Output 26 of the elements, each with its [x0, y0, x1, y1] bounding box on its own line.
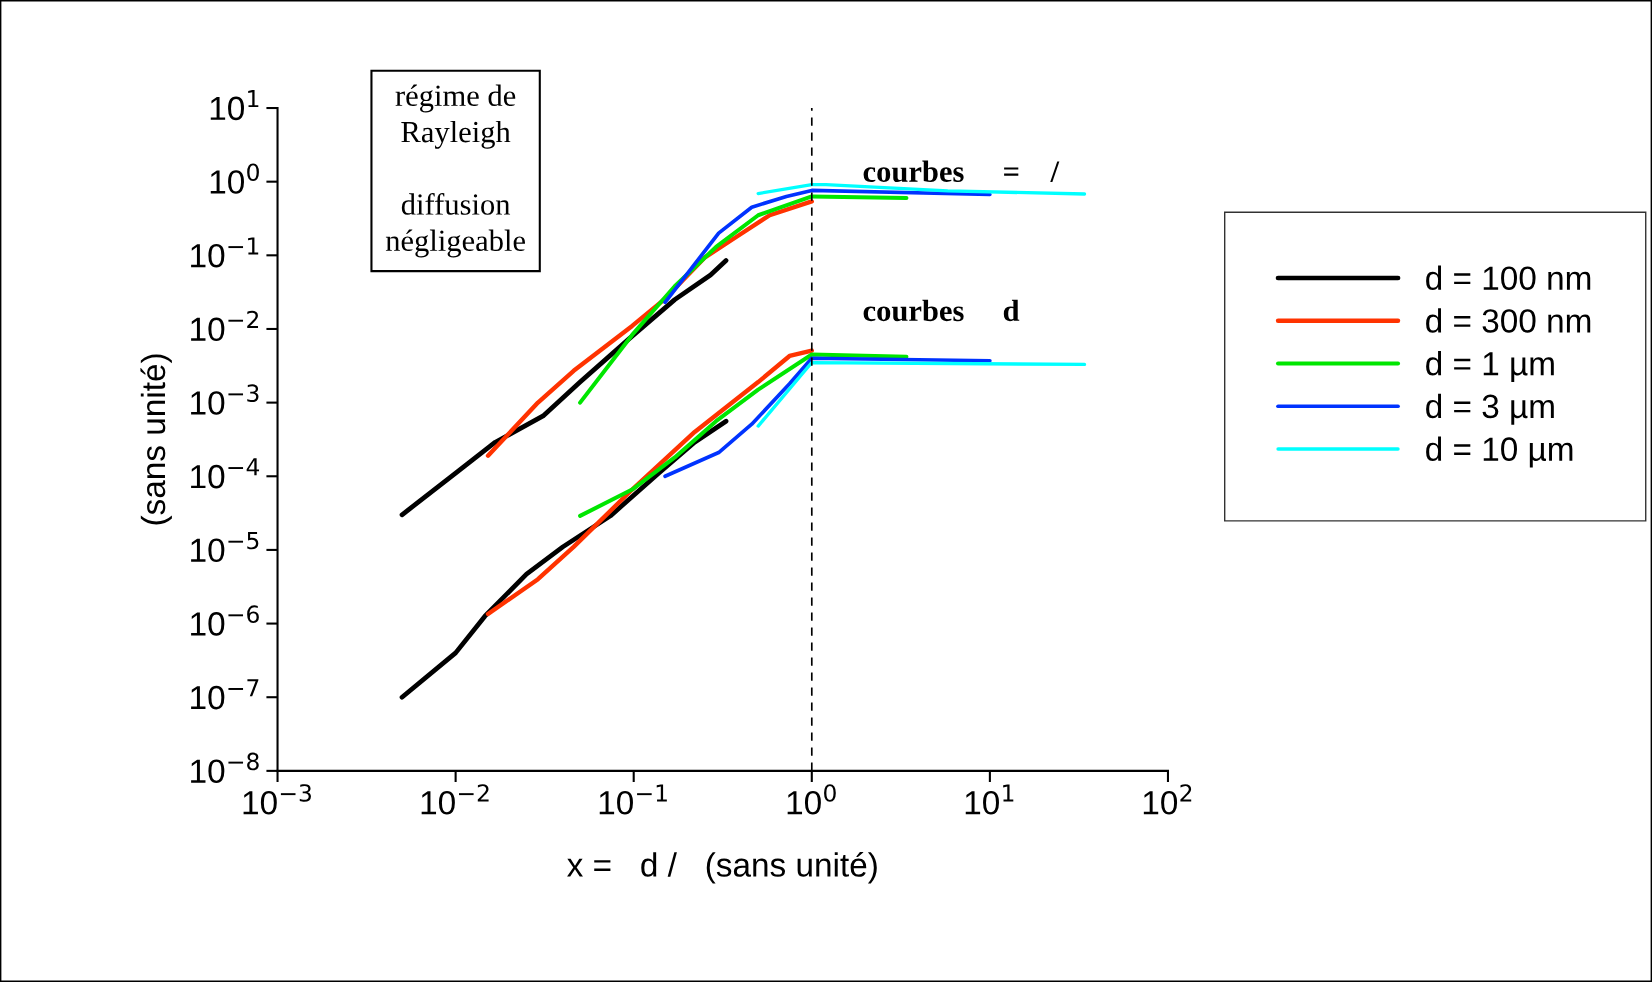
y-tick-label: 10$^{0}$	[210, 163, 259, 194]
x-tick-label: 10$^{−3}$	[243, 784, 311, 815]
y-tick-label: 10$^{1}$	[210, 90, 259, 121]
legend-label: d = 10 µm	[1426, 436, 1573, 468]
y-tick-label: 10$^{−3}$	[191, 384, 259, 415]
x-tick-label: 10$^{2}$	[1143, 784, 1192, 815]
text: régime de Rayleigh diffusion négligeable	[385, 84, 525, 258]
y-tick-label: 10$^{−7}$	[191, 679, 259, 710]
legend-label: d = 100 nm	[1426, 265, 1591, 290]
y-tick-label: 10$^{−4}$	[191, 458, 260, 489]
legend-label: d = 3 µm	[1426, 393, 1554, 425]
x-tick-label: 10$^{−2}$	[421, 784, 489, 815]
legend-label: d = 300 nm	[1426, 308, 1591, 333]
annotation: courbes = /	[863, 160, 1060, 183]
annotation: courbes d	[863, 299, 1020, 322]
y-tick-label: 10$^{−5}$	[191, 532, 259, 563]
y-tick-label: 10$^{−8}$	[191, 752, 259, 784]
x-axis-title: x = d / (sans unité)	[567, 851, 877, 884]
y-axis-title: (sans unité)	[140, 354, 172, 525]
legend-label: d = 1 µm	[1426, 351, 1554, 383]
y-tick-label: 10$^{−1}$	[191, 237, 259, 268]
x-tick-label: 10$^{0}$	[787, 784, 836, 815]
x-tick-label: 10$^{−1}$	[599, 784, 667, 815]
y-tick-label: 10$^{−6}$	[191, 605, 259, 636]
x-tick-label: 10$^{1}$	[965, 784, 1014, 815]
y-tick-label: 10$^{−2}$	[191, 310, 259, 342]
